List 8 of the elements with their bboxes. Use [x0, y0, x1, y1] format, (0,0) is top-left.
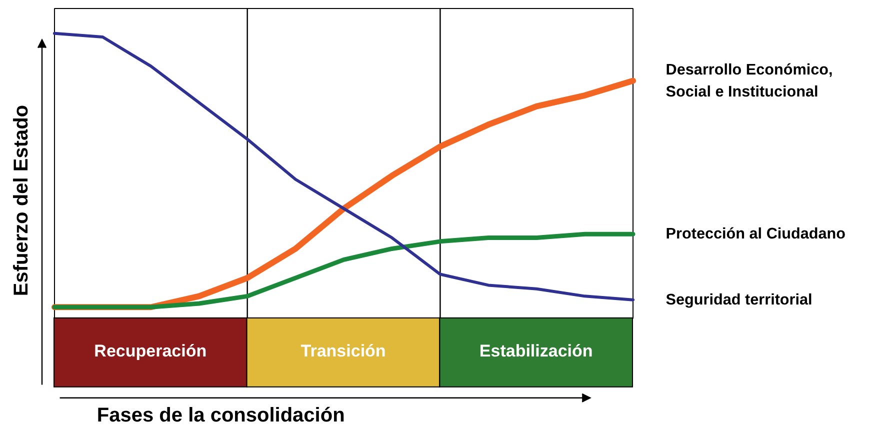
annotation: Estabilización [479, 341, 593, 360]
y-axis-title: Esfuerzo del Estado [10, 104, 33, 296]
text: Seguridad territorial [666, 291, 812, 308]
annotation: Transición [300, 341, 386, 360]
text: Desarrollo Económico, Social e Institucional [666, 61, 833, 100]
x-axis-title: Fases de la consolidación [96, 404, 345, 427]
annotation: Recuperación [94, 341, 207, 360]
text: Protección al Ciudadano [666, 226, 846, 243]
